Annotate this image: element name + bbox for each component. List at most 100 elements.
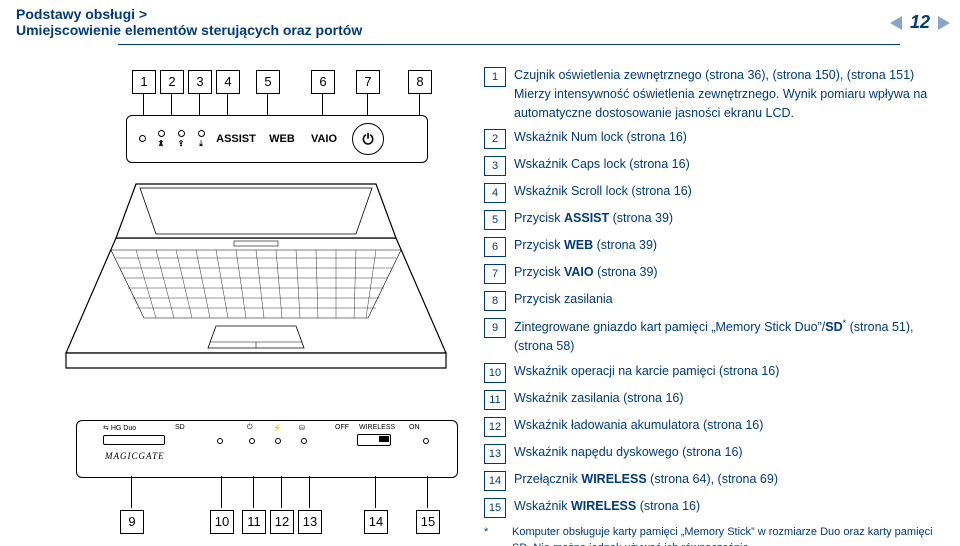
legend-item-text: Wskaźnik Num lock (strona 16)	[514, 128, 934, 149]
breadcrumb: Podstawy obsługi > Umiejscowienie elemen…	[16, 6, 362, 38]
leader-line	[253, 476, 254, 508]
legend-item: 8Przycisk zasilania	[484, 290, 934, 311]
callout-13: 13	[298, 510, 322, 534]
legend-item-text: Zintegrowane gniazdo kart pamięci „Memor…	[514, 317, 934, 356]
legend-item-number: 6	[484, 237, 506, 257]
legend-item: 6 Przycisk WEB (strona 39)	[484, 236, 934, 257]
legend-item-number: 11	[484, 390, 506, 410]
legend-item-number: 15	[484, 498, 506, 518]
next-page-arrow-icon[interactable]	[938, 16, 950, 30]
wireless-led-icon	[423, 438, 429, 444]
legend-item-text: Przycisk VAIO (strona 39)	[514, 263, 934, 284]
legend-item-number: 1	[484, 67, 506, 87]
legend-item-text: Wskaźnik operacji na karcie pamięci (str…	[514, 362, 934, 383]
legend-item-number: 3	[484, 156, 506, 176]
wireless-label: WIRELESS	[359, 424, 395, 431]
breadcrumb-line2: Umiejscowienie elementów sterujących ora…	[16, 22, 362, 38]
legend-item: 13Wskaźnik napędu dyskowego (strona 16)	[484, 443, 934, 464]
legend-item-number: 2	[484, 129, 506, 149]
illustration-area: 1 2 3 4 5 6 7 8 ⇭	[56, 70, 456, 520]
vaio-button-label: VAIO	[303, 133, 345, 145]
media-led-icon	[217, 438, 223, 444]
callout-1: 1	[132, 70, 156, 94]
sensor-led-icon	[139, 135, 146, 142]
top-callout-row: 1 2 3 4 5 6 7 8 ⇭	[56, 70, 456, 160]
callout-9: 9	[120, 510, 144, 534]
capslock-icon: ⇪	[171, 139, 191, 148]
legend-item-number: 5	[484, 210, 506, 230]
legend-item: 1Czujnik oświetlenia zewnętrznego (stron…	[484, 66, 934, 122]
legend-item-text: Wskaźnik WIRELESS (strona 16)	[514, 497, 934, 518]
footnote: * Komputer obsługuje karty pamięci „Memo…	[484, 524, 934, 546]
capslock-led-icon	[178, 130, 185, 137]
callout-10: 10	[210, 510, 234, 534]
sd-label: SD	[175, 424, 185, 431]
legend-item-text: Wskaźnik Scroll lock (strona 16)	[514, 182, 934, 203]
legend-item-text: Przycisk WEB (strona 39)	[514, 236, 934, 257]
off-label: OFF	[335, 424, 349, 431]
legend-item: 9 Zintegrowane gniazdo kart pamięci „Memo…	[484, 317, 934, 356]
legend-item: 15 Wskaźnik WIRELESS (strona 16)	[484, 497, 934, 518]
legend-item: 4 Wskaźnik Scroll lock (strona 16)	[484, 182, 934, 203]
front-panel: ⇆ HG Duo SD ⏻ ⚡ ⛁ OFF WIRELESS ON MAGICG…	[76, 420, 458, 478]
page-number: 12	[910, 12, 930, 33]
disk-indicator-icon: ⛁	[299, 424, 305, 432]
power-led-icon	[249, 438, 255, 444]
footnote-mark: *	[484, 524, 512, 546]
breadcrumb-line1: Podstawy obsługi	[16, 6, 135, 22]
legend-list: 1Czujnik oświetlenia zewnętrznego (stron…	[484, 66, 934, 546]
numlock-icon: ⇭	[151, 139, 171, 148]
prev-page-arrow-icon[interactable]	[890, 16, 902, 30]
callout-15: 15	[416, 510, 440, 534]
legend-item-text: Wskaźnik Caps lock (strona 16)	[514, 155, 934, 176]
legend-item-number: 9	[484, 318, 506, 338]
footnote-text: Komputer obsługuje karty pamięci „Memory…	[512, 524, 934, 546]
callout-6: 6	[311, 70, 335, 94]
breadcrumb-separator: >	[139, 6, 147, 22]
legend-item: 14 Przełącznik WIRELESS (strona 64), (str…	[484, 470, 934, 491]
legend-item: 7 Przycisk VAIO (strona 39)	[484, 263, 934, 284]
leader-line	[309, 476, 310, 508]
callout-11: 11	[242, 510, 266, 534]
legend-item-number: 7	[484, 264, 506, 284]
charge-indicator-icon: ⚡	[273, 424, 282, 432]
callout-8: 8	[408, 70, 432, 94]
legend-item-number: 8	[484, 291, 506, 311]
callout-2: 2	[160, 70, 184, 94]
legend-item: 10 Wskaźnik operacji na karcie pamięci (s…	[484, 362, 934, 383]
legend-item-number: 13	[484, 444, 506, 464]
legend-item: 2 Wskaźnik Num lock (strona 16)	[484, 128, 934, 149]
charge-led-icon	[275, 438, 281, 444]
web-button-label: WEB	[261, 133, 303, 145]
callout-7: 7	[356, 70, 380, 94]
callout-14: 14	[364, 510, 388, 534]
leader-line	[131, 476, 132, 508]
scrolllock-icon: ⤓	[191, 139, 211, 149]
legend-item-number: 10	[484, 363, 506, 383]
leader-line	[375, 476, 376, 508]
legend-item-number: 12	[484, 417, 506, 437]
power-button-icon: ⏻	[352, 123, 384, 155]
legend-item-number: 4	[484, 183, 506, 203]
header-rule	[118, 44, 900, 45]
legend-item: 5 Przycisk ASSIST (strona 39)	[484, 209, 934, 230]
legend-item-text: Przełącznik WIRELESS (strona 64), (stron…	[514, 470, 934, 491]
page-navigation: 12	[890, 12, 950, 33]
legend-item-text: Przycisk ASSIST (strona 39)	[514, 209, 934, 230]
leader-line	[427, 476, 428, 508]
magicgate-logo: MAGICGATE	[105, 451, 165, 461]
legend-item-number: 14	[484, 471, 506, 491]
callout-12: 12	[270, 510, 294, 534]
legend-item-text: Wskaźnik ładowania akumulatora (strona 1…	[514, 416, 934, 437]
hgduo-label: ⇆ HG Duo	[103, 424, 136, 432]
legend-item: 3 Wskaźnik Caps lock (strona 16)	[484, 155, 934, 176]
callout-4: 4	[216, 70, 240, 94]
laptop-illustration	[56, 178, 456, 408]
button-panel: ⇭ ⇪ ⤓ ASSIST WEB VAIO ⏻	[126, 115, 428, 163]
bottom-callout-row: 9 10 11 12 13 14 15	[76, 500, 476, 540]
legend-item-text: Wskaźnik zasilania (strona 16)	[514, 389, 934, 410]
callout-5: 5	[256, 70, 280, 94]
scrolllock-led-icon	[198, 130, 205, 137]
assist-button-label: ASSIST	[211, 133, 261, 145]
leader-line	[221, 476, 222, 508]
